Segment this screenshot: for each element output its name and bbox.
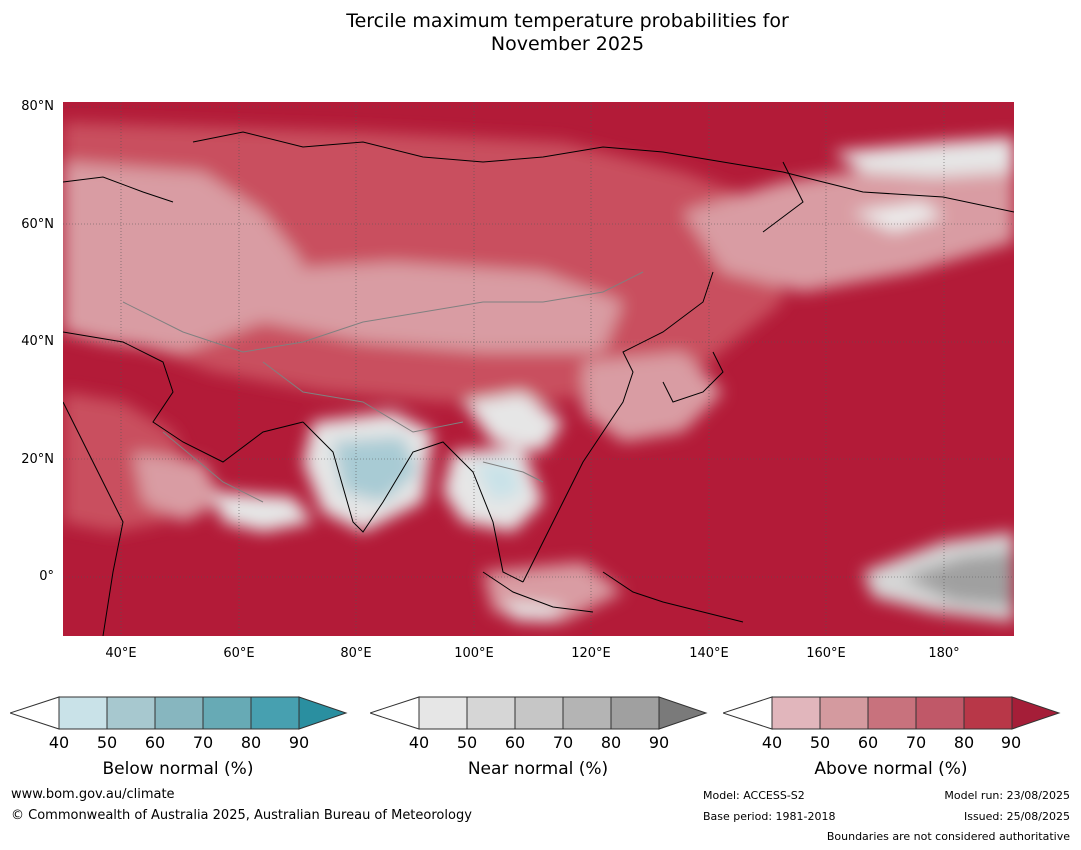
near-tick-40: 40 xyxy=(408,733,430,752)
colorbar-near xyxy=(368,696,710,736)
model-run-text: Model run: 23/08/2025 xyxy=(944,789,1070,802)
lat-label-60n: 60°N xyxy=(21,217,54,232)
above-tick-40: 40 xyxy=(761,733,783,752)
lon-label-140e: 140°E xyxy=(689,646,729,661)
lon-label-80e: 80°E xyxy=(340,646,372,661)
lat-label-80n: 80°N xyxy=(21,99,54,114)
lon-label-40e: 40°E xyxy=(105,646,137,661)
probability-fields xyxy=(63,122,1014,622)
colorbar-below xyxy=(8,696,350,736)
above-tick-70: 70 xyxy=(905,733,927,752)
near-tick-80: 80 xyxy=(600,733,622,752)
near-tick-90: 90 xyxy=(648,733,670,752)
coastlines xyxy=(63,131,1014,636)
near-tick-60: 60 xyxy=(504,733,526,752)
lon-label-120e: 120°E xyxy=(571,646,611,661)
boundaries-disclaimer: Boundaries are not considered authoritat… xyxy=(826,830,1070,843)
below-tick-50: 50 xyxy=(96,733,118,752)
lon-label-160e: 160°E xyxy=(806,646,846,661)
copyright-text: © Commonwealth of Australia 2025, Austra… xyxy=(11,808,472,823)
below-tick-70: 70 xyxy=(192,733,214,752)
below-tick-90: 90 xyxy=(288,733,310,752)
issued-text: Issued: 25/08/2025 xyxy=(963,810,1070,823)
lon-label-180: 180° xyxy=(928,646,960,661)
model-text: Model: ACCESS-S2 xyxy=(703,789,805,802)
colorbar-near-swatches xyxy=(368,696,708,730)
lon-label-100e: 100°E xyxy=(454,646,494,661)
above-normal-label: Above normal (%) xyxy=(814,759,968,779)
colorbar-above-swatches xyxy=(721,696,1061,730)
map-canvas xyxy=(63,102,1014,636)
above-tick-50: 50 xyxy=(809,733,831,752)
near-tick-70: 70 xyxy=(552,733,574,752)
lon-label-60e: 60°E xyxy=(223,646,255,661)
graticule xyxy=(63,102,1014,636)
country-boundaries xyxy=(122,271,644,503)
above-tick-80: 80 xyxy=(953,733,975,752)
probability-map xyxy=(63,102,1014,636)
chart-title: Tercile maximum temperature probabilitie… xyxy=(0,10,1081,56)
lat-label-40n: 40°N xyxy=(21,334,54,349)
below-tick-80: 80 xyxy=(240,733,262,752)
bom-url-link[interactable]: www.bom.gov.au/climate xyxy=(11,787,175,802)
above-tick-90: 90 xyxy=(1000,733,1022,752)
colorbar-above xyxy=(721,696,1063,736)
colorbar-below-swatches xyxy=(8,696,348,730)
lat-label-20n: 20°N xyxy=(21,452,54,467)
lat-label-0: 0° xyxy=(39,569,54,584)
title-line-1: Tercile maximum temperature probabilitie… xyxy=(346,10,789,32)
below-tick-40: 40 xyxy=(48,733,70,752)
near-normal-label: Near normal (%) xyxy=(467,759,609,779)
below-normal-label: Below normal (%) xyxy=(102,759,254,779)
near-tick-50: 50 xyxy=(456,733,478,752)
title-line-2: November 2025 xyxy=(490,33,645,55)
base-period-text: Base period: 1981-2018 xyxy=(703,810,836,823)
below-tick-60: 60 xyxy=(144,733,166,752)
above-tick-60: 60 xyxy=(857,733,879,752)
